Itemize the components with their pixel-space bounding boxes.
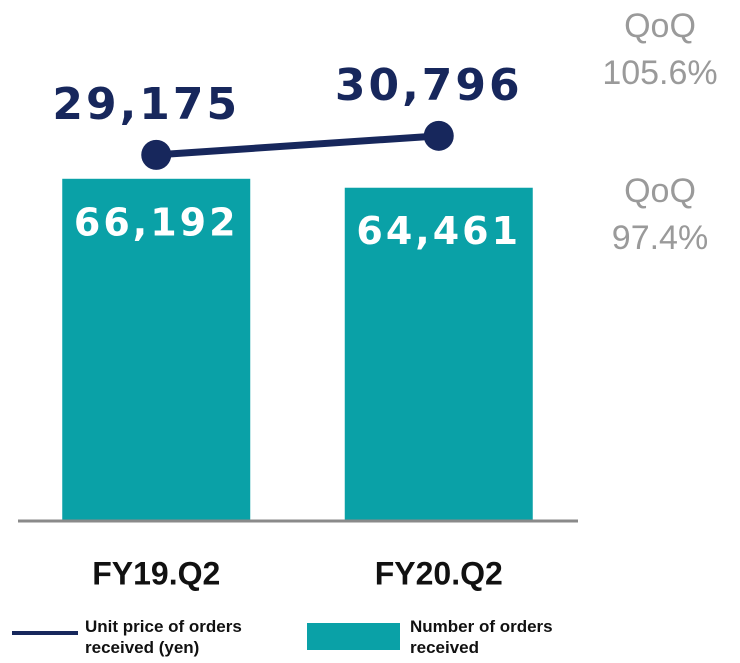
legend-label: Number of orders received (410, 617, 553, 657)
annotation: 97.4% (612, 219, 708, 257)
annotation: 105.6% (602, 54, 717, 92)
line-value-label: 30,796 (335, 60, 523, 111)
annotation: QoQ (624, 7, 696, 45)
x-tick-label: FY20.Q2 (375, 555, 503, 591)
line-point (141, 139, 172, 170)
annotation: QoQ (624, 172, 696, 210)
line (156, 132, 439, 159)
bar (344, 187, 533, 521)
legend-label: Unit price of orders received (yen) (85, 617, 242, 657)
bar (62, 178, 251, 521)
bar-value-label: 64,461 (356, 209, 521, 253)
x-tick-label: FY19.Q2 (92, 555, 220, 591)
line-point (423, 120, 454, 151)
legend-bar-marker (307, 623, 400, 650)
bar-value-label: 66,192 (74, 200, 239, 244)
line-value-label: 29,175 (52, 79, 240, 130)
